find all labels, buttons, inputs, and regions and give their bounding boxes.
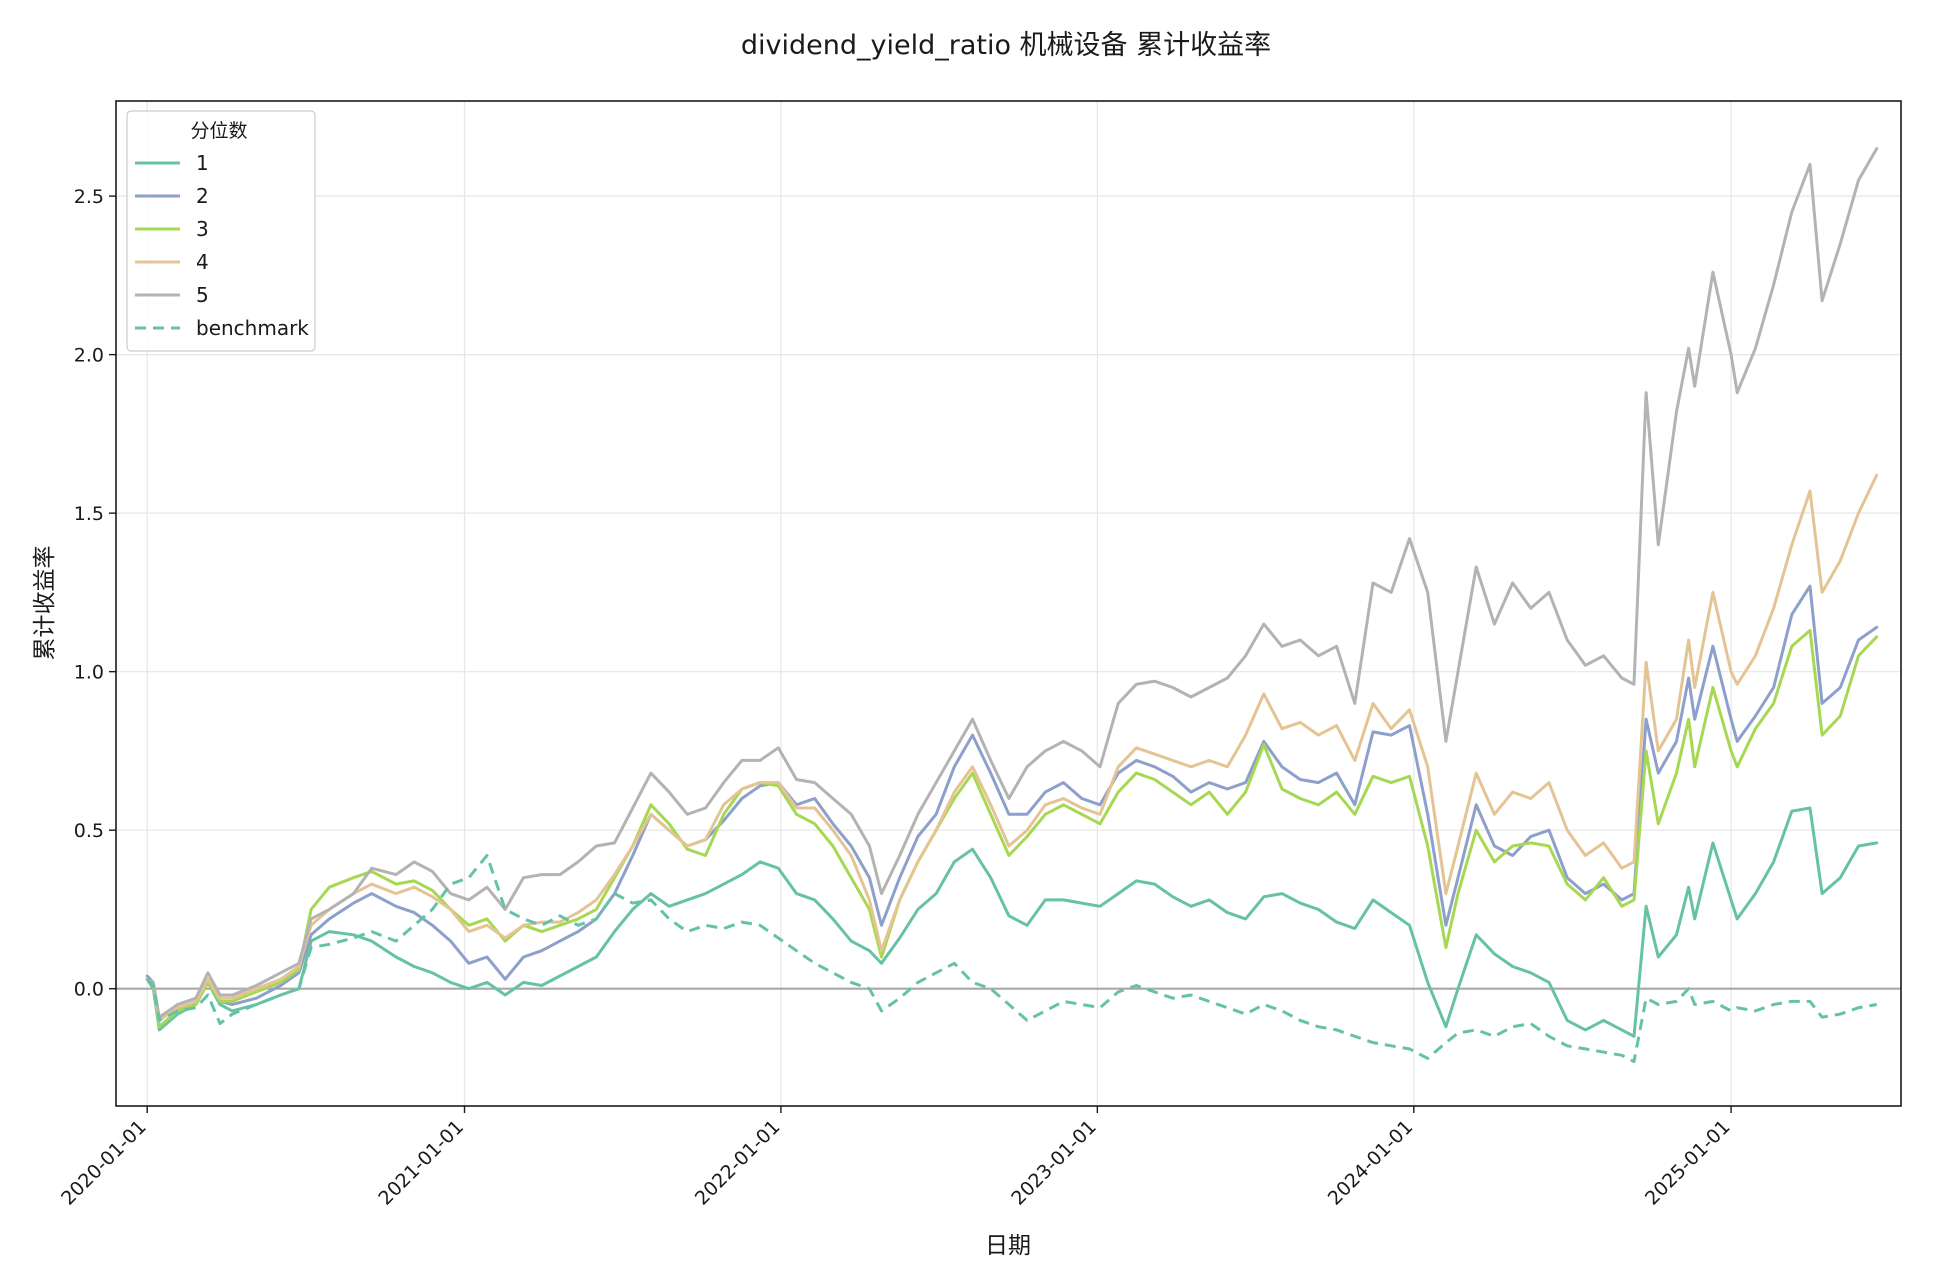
legend-label-5: 5 — [196, 283, 209, 307]
series-line-5 — [145, 147, 1879, 1019]
legend-label-3: 3 — [196, 217, 209, 241]
x-tick-label: 2021-01-01 — [374, 1116, 468, 1210]
grid — [116, 101, 1901, 1106]
legend-items: 1 2 3 4 5 benchmark — [135, 151, 309, 340]
x-axis-label: 日期 — [985, 1233, 1031, 1259]
chart-title: dividend_yield_ratio 机械设备 累计收益率 — [741, 30, 1271, 61]
legend-label-1: 1 — [196, 151, 209, 175]
x-tick-label: 2025-01-01 — [1641, 1116, 1735, 1210]
series-line-3 — [145, 628, 1879, 1029]
plot-frame — [115, 100, 1902, 1107]
x-axis-ticks: 2020-01-01 2021-01-01 2022-01-01 2023-01-01… — [57, 1106, 1735, 1210]
x-tick-label: 2023-01-01 — [1007, 1116, 1101, 1210]
legend-label-2: 2 — [196, 184, 209, 208]
y-tick-label: 0.5 — [74, 820, 104, 842]
y-axis-ticks: 0.0 0.5 1.0 1.5 2.0 2.5 — [74, 186, 116, 1001]
y-tick-label: 0.0 — [74, 979, 104, 1001]
legend-label-benchmark: benchmark — [196, 316, 309, 340]
legend-box — [126, 110, 316, 352]
y-tick-label: 2.0 — [74, 345, 104, 367]
legend: 分位数 1 2 3 4 5 benchmark — [126, 110, 316, 352]
y-tick-label: 1.0 — [74, 662, 104, 684]
y-tick-label: 2.5 — [74, 186, 104, 208]
series-lines — [145, 147, 1879, 1064]
x-tick-label: 2024-01-01 — [1324, 1116, 1418, 1210]
series-line-2 — [145, 584, 1879, 1029]
legend-title: 分位数 — [190, 120, 247, 142]
y-axis-label: 累计收益率 — [32, 546, 58, 661]
y-tick-label: 1.5 — [74, 503, 104, 525]
series-line-1 — [145, 806, 1879, 1038]
x-tick-label: 2020-01-01 — [57, 1116, 151, 1210]
series-line-4 — [145, 473, 1879, 1022]
legend-label-4: 4 — [196, 250, 209, 274]
series-line-benchmark — [146, 854, 1877, 1064]
x-tick-label: 2022-01-01 — [691, 1116, 785, 1210]
